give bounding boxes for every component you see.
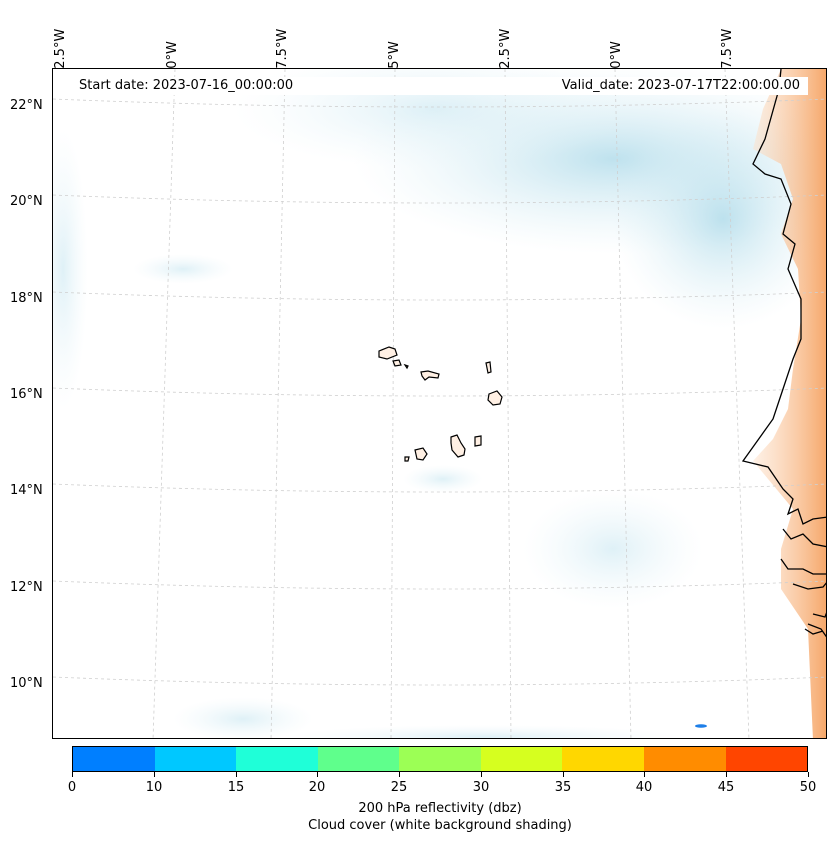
colorbar-segment	[236, 747, 318, 771]
colorbar-tick-label: 45	[718, 780, 735, 795]
cloud-patch-left	[133, 254, 233, 284]
colorbar-segment	[481, 747, 563, 771]
grid-lat-12	[53, 581, 827, 589]
island-sal	[486, 362, 491, 373]
colorbar-tick	[808, 772, 809, 777]
colorbar-tick-label: 30	[473, 780, 490, 795]
colorbar-tick	[481, 772, 482, 777]
island-maio	[475, 436, 481, 446]
start-date-label: Start date: 2023-07-16_00:00:00	[79, 78, 293, 93]
colorbar-tick	[236, 772, 237, 777]
lat-label-12n: 12°N	[10, 580, 43, 595]
colorbar-tick-label: 35	[555, 780, 572, 795]
colorbar-tick	[726, 772, 727, 777]
colorbar-segment	[399, 747, 481, 771]
colorbar-tick-label: 10	[146, 780, 163, 795]
cloud-patch-south	[173, 697, 313, 739]
colorbar-segment	[726, 747, 808, 771]
colorbar-tick-label: 40	[636, 780, 653, 795]
colorbar-tick-label: 25	[391, 780, 408, 795]
lat-label-14n: 14°N	[10, 483, 43, 498]
colorbar-segment	[644, 747, 726, 771]
lat-label-20n: 20°N	[10, 194, 43, 209]
valid-date-label: Valid_date: 2023-07-17T22:00:00.00	[562, 78, 800, 93]
island-sao-nicolau	[421, 371, 439, 380]
island-santa-luzia	[405, 365, 408, 368]
colorbar-tick	[644, 772, 645, 777]
colorbar-segment	[562, 747, 644, 771]
colorbar-label-cloud-cover: Cloud cover (white background shading)	[72, 818, 808, 833]
grid-lon-30	[153, 69, 175, 739]
island-sao-vicente	[393, 360, 401, 366]
lat-label-22n: 22°N	[10, 98, 43, 113]
cloud-west-edge	[53, 129, 88, 409]
colorbar-tick	[72, 772, 73, 777]
colorbar-tick-label: 50	[800, 780, 817, 795]
colorbar-tick	[399, 772, 400, 777]
map-canvas	[53, 69, 827, 739]
island-santo-antao	[379, 347, 397, 359]
island-brava	[405, 457, 409, 461]
cloud-patch-bottom	[283, 725, 683, 739]
grid-lon-27-5	[271, 69, 285, 739]
lat-label-18n: 18°N	[10, 291, 43, 306]
lat-label-16n: 16°N	[10, 387, 43, 402]
colorbar-tick	[154, 772, 155, 777]
cabo-verde-islands	[379, 347, 502, 461]
colorbar-tick-label: 0	[68, 780, 76, 795]
colorbar-tick-label: 20	[309, 780, 326, 795]
colorbar-tick-label: 15	[228, 780, 245, 795]
grid-lat-16	[53, 388, 827, 396]
colorbar-label-reflectivity: 200 hPa reflectivity (dbz)	[72, 801, 808, 816]
reflectivity-blob	[695, 724, 707, 728]
colorbar-segment	[155, 747, 237, 771]
colorbar-tick	[317, 772, 318, 777]
colorbar-segment	[318, 747, 400, 771]
grid-lat-10	[53, 677, 827, 685]
colorbar-tick	[563, 772, 564, 777]
colorbar	[72, 746, 808, 772]
colorbar-segment	[73, 747, 155, 771]
map-panel	[52, 68, 827, 739]
island-fogo	[415, 448, 427, 460]
island-boa-vista	[488, 391, 502, 405]
island-santiago	[451, 435, 465, 457]
cloud-patch-center	[403, 465, 483, 493]
cloud-shading	[53, 69, 827, 739]
lat-label-10n: 10°N	[10, 676, 43, 691]
cloud-patch-southeast	[523, 489, 703, 609]
